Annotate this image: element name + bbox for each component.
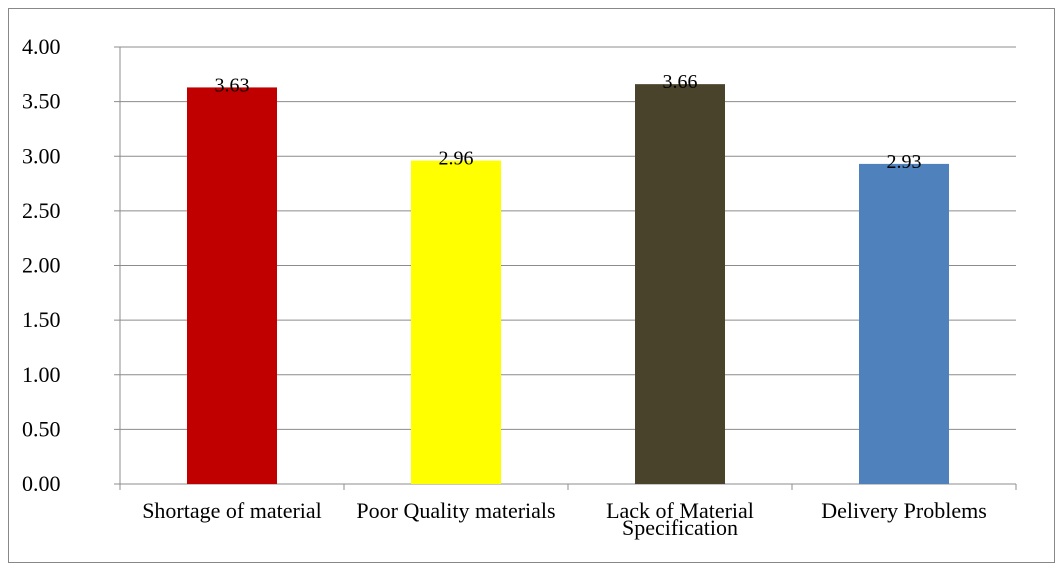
- bar: [411, 160, 501, 484]
- x-tick-label: Delivery Problems: [821, 498, 987, 523]
- y-tick-label: 3.00: [22, 143, 61, 168]
- value-label: 3.63: [215, 74, 250, 96]
- value-label: 3.66: [663, 71, 698, 93]
- bar: [859, 163, 949, 484]
- bar: [187, 87, 277, 485]
- y-tick-label: 2.50: [22, 198, 61, 223]
- y-tick-label: 0.00: [22, 471, 61, 496]
- y-tick-label: 3.50: [22, 89, 61, 114]
- x-tick-label: Lack of Material Specification: [606, 498, 754, 540]
- y-tick-label: 0.50: [22, 416, 61, 441]
- chart-border: [8, 8, 1055, 563]
- y-tick-label: 1.00: [22, 362, 61, 387]
- value-label: 2.93: [887, 151, 922, 173]
- x-tick-label: Poor Quality materials: [356, 498, 556, 523]
- x-tick-label: Shortage of material: [142, 498, 322, 523]
- value-label: 2.96: [439, 148, 474, 170]
- y-tick-label: 1.50: [22, 307, 61, 332]
- y-tick-label: 2.00: [22, 253, 61, 278]
- y-tick-label: 4.00: [22, 34, 61, 59]
- bar: [635, 84, 725, 485]
